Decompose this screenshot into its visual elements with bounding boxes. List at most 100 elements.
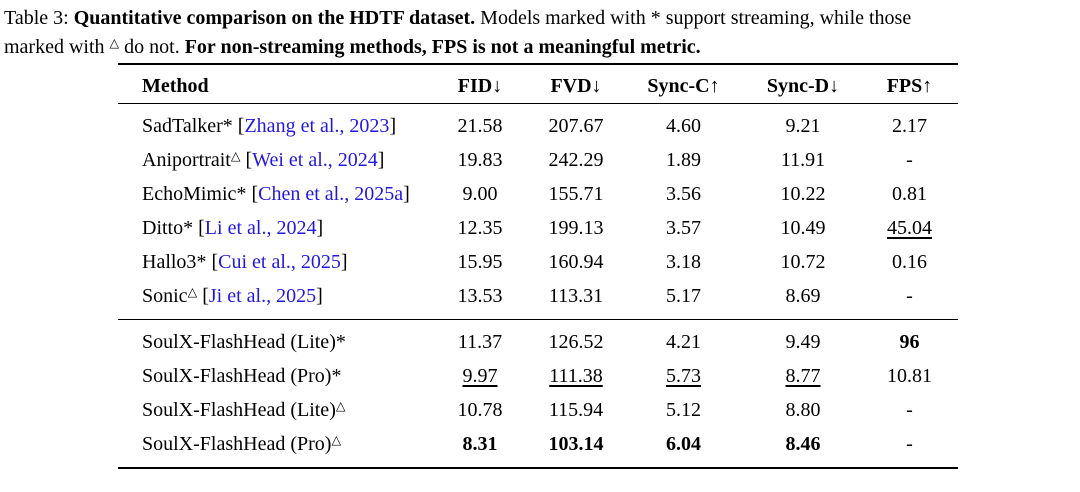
citation-link[interactable]: Ji et al., 2025 xyxy=(208,285,317,307)
value-cell: 5.73 xyxy=(622,359,745,393)
value-cell: 10.49 xyxy=(745,211,861,245)
metric-value: 4.21 xyxy=(666,330,701,353)
metric-value: 3.56 xyxy=(666,182,701,205)
value-cell: 1.89 xyxy=(622,143,745,177)
citation-link[interactable]: Cui et al., 2025 xyxy=(218,250,341,273)
value-cell: 115.94 xyxy=(530,393,622,427)
method-cell: Ditto* [Li et al., 2024] xyxy=(142,216,324,239)
value-cell: 9.49 xyxy=(745,320,861,360)
value-cell: - xyxy=(861,427,958,468)
metric-value: 10.81 xyxy=(887,364,932,387)
citation-link[interactable]: Li et al., 2024 xyxy=(204,216,317,239)
metric-value: - xyxy=(906,398,913,421)
metric-value: 10.72 xyxy=(780,250,826,273)
value-cell: - xyxy=(861,279,958,320)
citation-link[interactable]: Zhang et al., 2023 xyxy=(244,114,390,137)
caption-title: Quantitative comparison on the HDTF data… xyxy=(73,7,476,29)
caption-text: Models marked with xyxy=(480,7,646,29)
table-row: Aniportrait△ [Wei et al., 2024] 19.83 242.… xyxy=(118,143,958,177)
metric-value: 3.18 xyxy=(666,250,701,273)
column-header: Sync-C↑ xyxy=(647,74,720,97)
method-name: Sonic xyxy=(142,285,188,307)
value-cell: 103.14 xyxy=(530,427,622,468)
metric-value: 242.29 xyxy=(548,148,604,171)
caption-line-1: Table 3: Quantitative comparison on the … xyxy=(4,6,911,31)
table-header: Method FID↓ FVD↓ Sync-C↑ Sync-D↓ FPS↑ xyxy=(118,64,958,104)
value-cell: 10.72 xyxy=(745,245,861,279)
caption-note: For non-streaming methods, FPS is not a … xyxy=(184,36,701,58)
value-cell: 4.60 xyxy=(622,104,745,144)
table-row: Hallo3* [Cui et al., 2025] 15.95 160.94 3.1… xyxy=(118,245,958,279)
value-cell: 126.52 xyxy=(530,320,622,360)
star-marker: * xyxy=(650,7,661,29)
value-cell: 9.21 xyxy=(745,104,861,144)
method-name: SoulX-FlashHead (Lite) xyxy=(142,399,336,421)
ours-group: SoulX-FlashHead (Lite) * 11.37 126.52 4.21 9.… xyxy=(118,320,958,469)
metric-value: 199.13 xyxy=(548,216,604,239)
table-row: SoulX-FlashHead (Lite)△ 10.78 115.94 5.12 8.… xyxy=(118,393,958,427)
column-header: FPS↑ xyxy=(886,74,933,97)
star-marker: * xyxy=(196,250,207,273)
value-cell: 13.53 xyxy=(430,279,530,320)
metric-value: 9.49 xyxy=(785,330,821,353)
metric-value: 8.69 xyxy=(785,284,821,307)
method-name: Hallo3 xyxy=(142,250,197,273)
metric-value: 126.52 xyxy=(548,330,604,353)
value-cell: 96 xyxy=(861,320,958,360)
metric-value: - xyxy=(906,284,913,307)
metric-value: 8.77 xyxy=(785,364,821,387)
table-row: Ditto* [Li et al., 2024] 12.35 199.13 3.57 1… xyxy=(118,211,958,245)
value-cell: 11.91 xyxy=(745,143,861,177)
value-cell: 0.16 xyxy=(861,245,958,279)
star-marker: * xyxy=(335,330,346,353)
value-cell: 3.57 xyxy=(622,211,745,245)
value-cell: 5.12 xyxy=(622,393,745,427)
metric-value: 15.95 xyxy=(457,250,503,273)
value-cell: - xyxy=(861,143,958,177)
metric-value: 11.37 xyxy=(457,330,503,353)
caption-line-2: marked with △ do not. For non-streaming … xyxy=(4,31,911,60)
value-cell: 2.17 xyxy=(861,104,958,144)
metric-value: 103.14 xyxy=(548,432,604,455)
metric-value: 5.73 xyxy=(666,364,701,387)
triangle-marker: △ xyxy=(187,285,198,299)
metric-value: 19.83 xyxy=(457,148,503,171)
value-cell: 19.83 xyxy=(430,143,530,177)
method-cell: SadTalker* [Zhang et al., 2023] xyxy=(142,114,397,137)
value-cell: 9.00 xyxy=(430,177,530,211)
metric-value: 4.60 xyxy=(666,114,701,137)
metric-value: 0.16 xyxy=(892,250,927,273)
metric-value: 1.89 xyxy=(666,148,701,171)
metric-value: 21.58 xyxy=(457,114,503,137)
star-marker: * xyxy=(183,216,194,239)
value-cell: 45.04 xyxy=(861,211,958,245)
value-cell: 8.31 xyxy=(430,427,530,468)
caption-text: do not. xyxy=(124,36,180,58)
metric-value: 11.91 xyxy=(780,148,826,171)
value-cell: 8.46 xyxy=(745,427,861,468)
value-cell: 10.81 xyxy=(861,359,958,393)
method-cell: SoulX-FlashHead (Pro)△ xyxy=(118,427,430,468)
triangle-marker: △ xyxy=(335,399,346,413)
value-cell: 0.81 xyxy=(861,177,958,211)
metric-value: 9.00 xyxy=(462,182,498,205)
citation-link[interactable]: Chen et al., 2025a xyxy=(258,182,404,205)
metric-value: 96 xyxy=(899,330,920,353)
value-cell: 8.69 xyxy=(745,279,861,320)
table-row: SoulX-FlashHead (Lite)* 11.37 126.52 4.21 9.… xyxy=(118,320,958,360)
citation-link[interactable]: Wei et al., 2024 xyxy=(252,149,378,171)
metric-value: 3.57 xyxy=(666,216,701,239)
value-cell: 10.22 xyxy=(745,177,861,211)
value-cell: 160.94 xyxy=(530,245,622,279)
value-cell: 11.37 xyxy=(430,320,530,360)
column-header: FID↓ xyxy=(457,74,503,97)
triangle-marker: △ xyxy=(109,36,120,50)
value-cell: - xyxy=(861,393,958,427)
value-cell: 10.78 xyxy=(430,393,530,427)
metric-value: 45.04 xyxy=(887,216,932,239)
baselines-group: SadTalker* [Zhang et al., 2023] 21.58 207.… xyxy=(118,104,958,320)
metric-value: 115.94 xyxy=(548,398,604,421)
value-cell: 8.80 xyxy=(745,393,861,427)
caption-text: support streaming, while those xyxy=(665,7,912,29)
metric-value: 111.38 xyxy=(549,364,603,387)
